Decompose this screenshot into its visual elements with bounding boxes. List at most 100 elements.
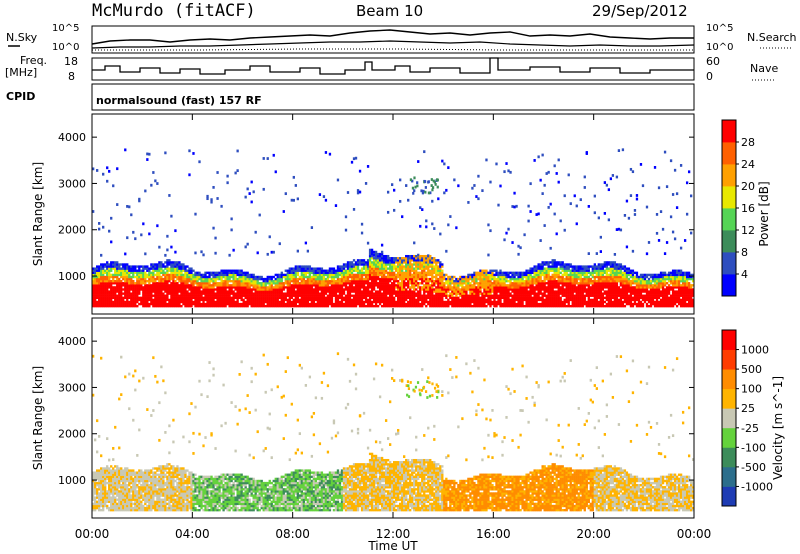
data-cell [172,304,175,308]
data-cell [465,294,468,297]
data-cell [433,294,436,297]
data-cell [501,288,504,291]
data-cell [479,290,482,293]
scatter-cell [144,252,147,256]
data-cell [509,277,512,281]
data-cell [553,302,556,306]
data-cell [553,263,556,266]
data-cell [575,265,578,268]
data-cell [409,279,412,283]
data-cell [497,298,500,302]
data-cell [230,296,233,300]
data-cell [334,271,338,275]
data-cell [384,294,388,297]
data-cell [563,292,566,295]
data-cell [260,288,263,291]
data-cell [437,294,440,297]
station-title: McMurdo (fitACF) [92,1,256,21]
data-cell [162,300,165,304]
scatter-cell [557,180,560,184]
data-cell [228,288,231,291]
data-cell [481,304,484,308]
data-cell [501,286,504,289]
data-cell [360,296,364,300]
data-cell [228,298,231,302]
data-cell [304,300,308,304]
data-cell [176,300,179,304]
data-cell [378,298,382,302]
data-cell [573,267,576,270]
data-cell [126,269,129,272]
data-cell [409,302,412,306]
data-cell [286,282,289,285]
data-cell [224,288,227,291]
data-cell [342,304,346,308]
data-cell [380,267,384,270]
data-cell [399,275,402,279]
data-cell [525,279,528,283]
data-cell [583,294,586,297]
data-cell [563,269,566,272]
data-cell [555,292,558,295]
data-cell [374,290,378,293]
data-cell [202,273,205,277]
scatter-cell [559,219,562,223]
data-cell [589,288,592,291]
data-cell [154,263,157,266]
data-cell [240,282,243,285]
data-cell [583,290,586,293]
data-cell [114,267,117,270]
data-cell [364,267,368,270]
data-cell [427,263,430,266]
data-cell [399,259,402,262]
data-cell [136,273,139,277]
data-cell [485,284,488,287]
data-cell [589,286,592,289]
data-cell [411,259,414,262]
data-cell [374,298,378,302]
data-cell [503,298,506,302]
data-cell [565,300,568,304]
data-cell [368,269,372,272]
data-cell [463,300,466,304]
data-cell [196,271,199,275]
scatter-cell [174,250,177,254]
data-cell [455,290,458,293]
data-cell [589,304,592,308]
data-cell [320,284,324,287]
data-cell [230,271,233,275]
data-cell [210,300,213,304]
data-cell [443,275,446,279]
data-cell [591,298,594,302]
data-cell [270,286,273,289]
data-cell [206,288,209,291]
data-cell [326,290,330,293]
data-cell [208,286,211,289]
data-cell [316,302,320,306]
data-cell [553,304,556,308]
data-cell [386,275,390,279]
data-cell [108,265,111,268]
data-cell [358,269,362,272]
data-cell [403,282,406,285]
data-cell [290,300,293,304]
data-cell [517,296,520,300]
data-cell [296,292,299,295]
data-cell [551,279,554,283]
data-cell [501,275,504,279]
data-cell [180,267,183,270]
data-cell [196,304,199,308]
data-cell [366,298,370,302]
data-cell [409,294,412,297]
data-cell [190,302,193,306]
data-cell [395,304,398,308]
scatter-cell [344,215,348,219]
data-cell [537,296,540,300]
data-cell [168,286,171,289]
data-cell [413,292,416,295]
data-cell [447,275,450,279]
data-cell [208,294,211,297]
data-cell [399,277,402,281]
data-cell [144,279,147,283]
data-cell [427,290,430,293]
